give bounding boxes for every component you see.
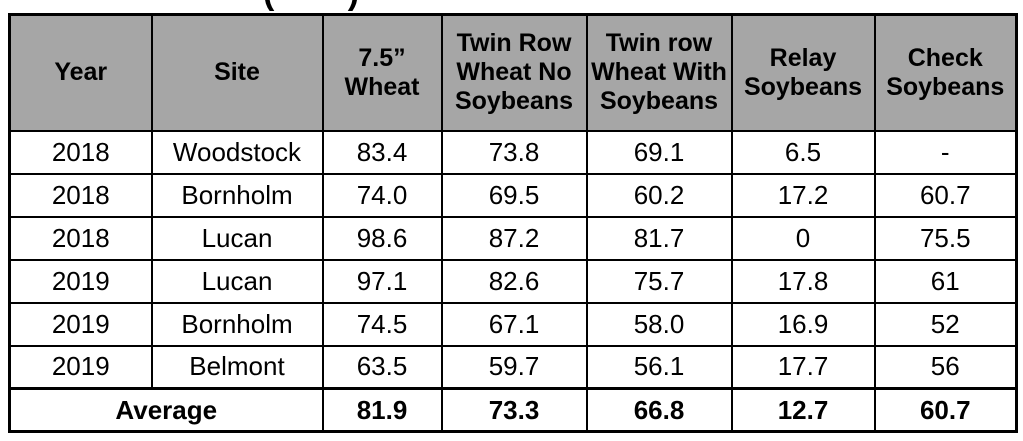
cell-site: Bornholm [150,172,324,218]
cell-value: 61 [873,258,1018,304]
yield-table: Year Site 7.5” Wheat Twin Row Wheat No S… [8,13,1018,433]
average-row: Average 81.9 73.3 66.8 12.7 60.7 [8,387,1018,433]
clipped-text-fragment: ( ) [263,0,403,11]
cell-value: 69.5 [440,172,588,218]
average-label: Average [8,387,324,433]
table-row: 2019 Bornholm 74.5 67.1 58.0 16.9 52 [8,301,1018,347]
average-value: 60.7 [873,387,1018,433]
column-header-year: Year [8,13,153,132]
table-row: 2018 Lucan 98.6 87.2 81.7 0 75.5 [8,215,1018,261]
column-header-twin-row-no-soybeans: Twin Row Wheat No Soybeans [440,13,588,132]
column-header-relay-soybeans: Relay Soybeans [730,13,876,132]
cell-value: 69.1 [585,129,733,175]
cell-value: 74.5 [321,301,443,347]
cell-site: Lucan [150,215,324,261]
cell-value: 75.7 [585,258,733,304]
table-row: 2019 Belmont 63.5 59.7 56.1 17.7 56 [8,344,1018,390]
column-header-wheat: 7.5” Wheat [321,13,443,132]
table-row: 2019 Lucan 97.1 82.6 75.7 17.8 61 [8,258,1018,304]
average-value: 81.9 [321,387,443,433]
cell-value: 59.7 [440,344,588,390]
cell-value: 98.6 [321,215,443,261]
cell-value: 17.7 [730,344,876,390]
cell-year: 2019 [8,258,153,304]
table-row: 2018 Woodstock 83.4 73.8 69.1 6.5 - [8,129,1018,175]
cell-year: 2018 [8,215,153,261]
cell-value: 16.9 [730,301,876,347]
average-value: 12.7 [730,387,876,433]
column-header-check-soybeans: Check Soybeans [873,13,1018,132]
cell-value: 75.5 [873,215,1018,261]
cell-value: 60.7 [873,172,1018,218]
cell-site: Belmont [150,344,324,390]
cell-value: 81.7 [585,215,733,261]
cell-value: 17.8 [730,258,876,304]
cell-value: 87.2 [440,215,588,261]
cell-site: Lucan [150,258,324,304]
cell-value: 67.1 [440,301,588,347]
column-header-site: Site [150,13,324,132]
cell-value: 0 [730,215,876,261]
cell-value: 74.0 [321,172,443,218]
average-value: 66.8 [585,387,733,433]
column-header-twin-row-with-soybeans: Twin row Wheat With Soybeans [585,13,733,132]
cell-value: 82.6 [440,258,588,304]
cell-value: - [873,129,1018,175]
cell-value: 56.1 [585,344,733,390]
cell-value: 17.2 [730,172,876,218]
cell-year: 2019 [8,301,153,347]
cell-site: Bornholm [150,301,324,347]
cell-value: 97.1 [321,258,443,304]
cell-year: 2019 [8,344,153,390]
cell-value: 83.4 [321,129,443,175]
table-row: 2018 Bornholm 74.0 69.5 60.2 17.2 60.7 [8,172,1018,218]
average-value: 73.3 [440,387,588,433]
cell-year: 2018 [8,129,153,175]
cell-value: 73.8 [440,129,588,175]
cell-value: 56 [873,344,1018,390]
cell-year: 2018 [8,172,153,218]
header-row: Year Site 7.5” Wheat Twin Row Wheat No S… [8,13,1018,132]
cell-value: 52 [873,301,1018,347]
cell-site: Woodstock [150,129,324,175]
cell-value: 60.2 [585,172,733,218]
cell-value: 58.0 [585,301,733,347]
cell-value: 6.5 [730,129,876,175]
cell-value: 63.5 [321,344,443,390]
